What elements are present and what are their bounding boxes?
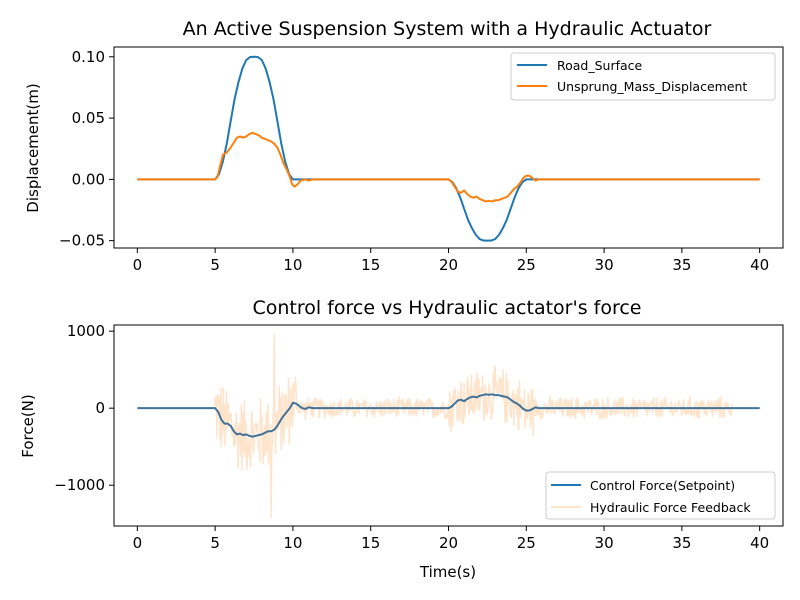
bottom-y-tick-label: −1000 — [54, 476, 105, 494]
hydraulic-force-feedback-line — [137, 333, 760, 519]
bottom-x-ticks: 0 5 10 15 20 25 30 35 40 — [133, 526, 769, 552]
bottom-chart-title: Control force vs Hydraulic actator's for… — [253, 297, 642, 319]
top-x-tick-label: 20 — [439, 256, 458, 274]
control-force-setpoint-line — [137, 393, 760, 438]
top-y-tick-label: 0.10 — [72, 48, 105, 66]
top-x-tick-label: 5 — [210, 256, 220, 274]
top-x-tick-label: 10 — [283, 256, 302, 274]
top-x-tick-label: 15 — [361, 256, 380, 274]
bottom-subplot: Control force vs Hydraulic actator's for… — [19, 297, 784, 581]
bottom-x-tick-label: 5 — [210, 534, 220, 552]
top-chart-title: An Active Suspension System with a Hydra… — [183, 18, 712, 40]
bottom-legend: Control Force(Setpoint) Hydraulic Force … — [545, 471, 776, 520]
bottom-y-tick-label: 0 — [95, 399, 105, 417]
top-legend-box — [510, 52, 776, 101]
top-x-tick-label: 35 — [672, 256, 691, 274]
bottom-legend-label-hydraulic: Hydraulic Force Feedback — [590, 500, 751, 515]
top-y-tick-label: −0.05 — [59, 232, 105, 250]
bottom-x-tick-label: 40 — [750, 534, 769, 552]
top-x-tick-label: 25 — [517, 256, 536, 274]
top-x-tick-label: 40 — [750, 256, 769, 274]
top-y-axis-label: Displacement(m) — [24, 83, 42, 212]
bottom-y-axis-label: Force(N) — [19, 394, 37, 458]
top-subplot: An Active Suspension System with a Hydra… — [24, 18, 784, 274]
bottom-x-tick-label: 35 — [672, 534, 691, 552]
top-x-ticks: 0 5 10 15 20 25 30 35 40 — [133, 248, 769, 274]
bottom-x-axis-label: Time(s) — [419, 563, 476, 581]
bottom-x-tick-label: 0 — [133, 534, 143, 552]
bottom-legend-box — [545, 471, 776, 520]
top-y-tick-label: 0.00 — [72, 170, 105, 188]
top-x-tick-label: 0 — [133, 256, 143, 274]
unsprung-mass-displacement-line — [137, 131, 760, 203]
bottom-x-tick-label: 25 — [517, 534, 536, 552]
top-legend-label-unsprung: Unsprung_Mass_Displacement — [557, 79, 747, 94]
top-x-tick-label: 30 — [595, 256, 614, 274]
top-legend: Road_Surface Unsprung_Mass_Displacement — [510, 52, 776, 101]
bottom-x-tick-label: 10 — [283, 534, 302, 552]
bottom-x-tick-label: 15 — [361, 534, 380, 552]
bottom-plot-area — [137, 333, 760, 519]
top-legend-label-road: Road_Surface — [557, 58, 643, 73]
bottom-legend-label-control: Control Force(Setpoint) — [590, 478, 735, 493]
bottom-y-tick-label: 1000 — [67, 322, 105, 340]
top-y-ticks: −0.05 0.00 0.05 0.10 — [59, 48, 114, 250]
top-plot-area — [137, 55, 760, 242]
bottom-y-ticks: −1000 0 1000 — [54, 322, 114, 494]
bottom-x-tick-label: 30 — [595, 534, 614, 552]
top-y-tick-label: 0.05 — [72, 109, 105, 127]
bottom-x-tick-label: 20 — [439, 534, 458, 552]
